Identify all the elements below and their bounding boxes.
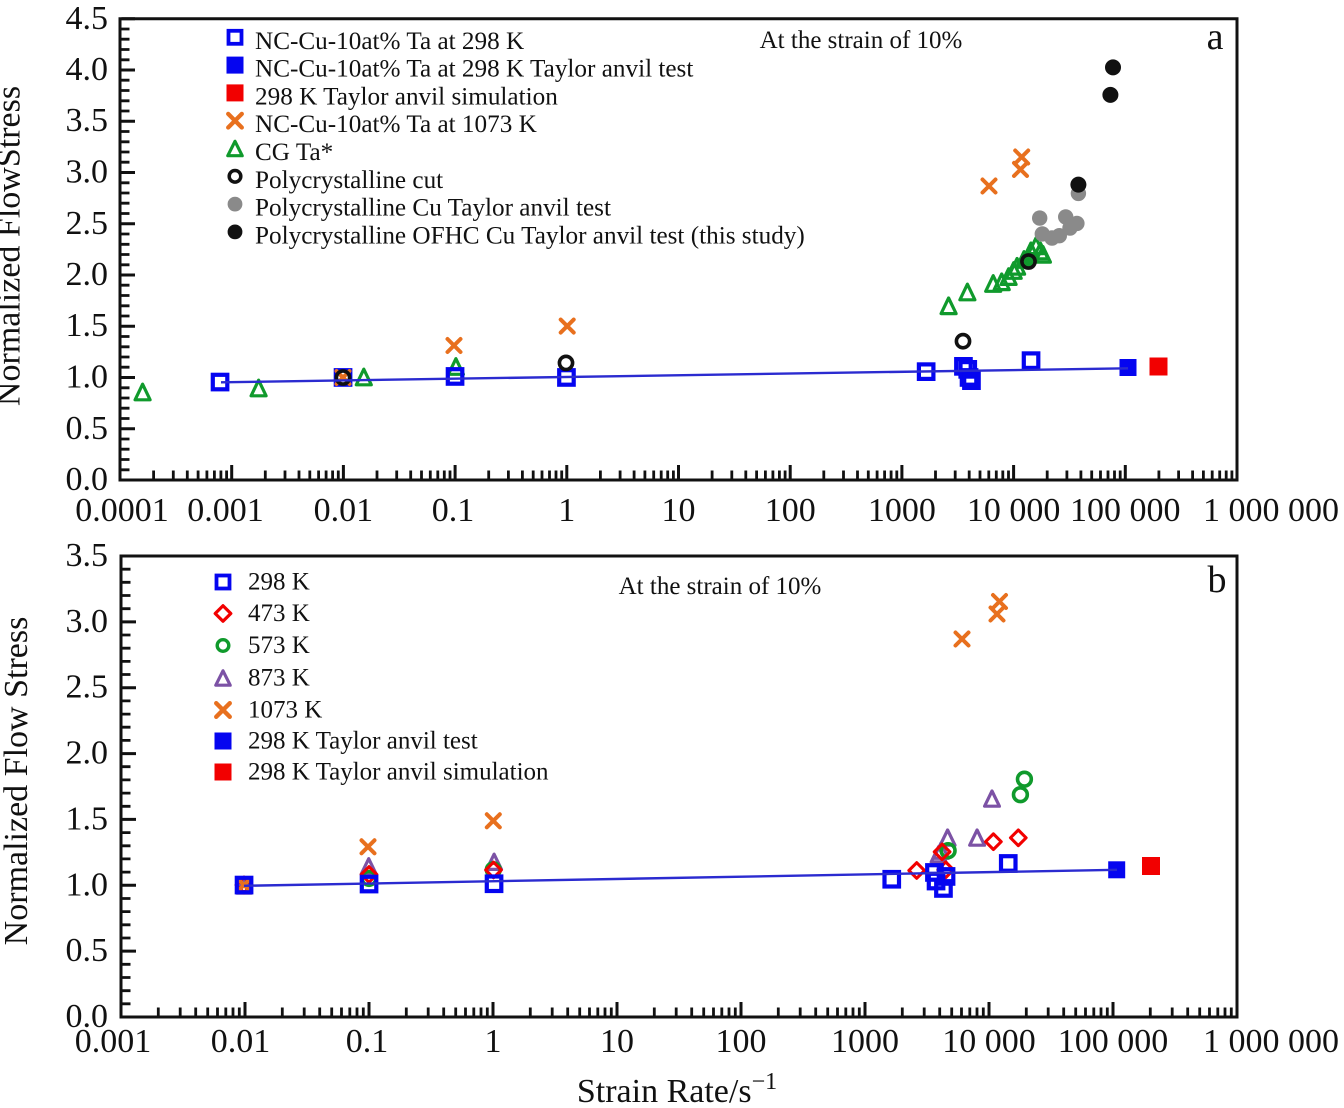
svg-text:1: 1 — [485, 1023, 502, 1060]
svg-text:CG Ta*: CG Ta* — [255, 139, 333, 166]
svg-text:298 K: 298 K — [248, 569, 310, 596]
svg-text:3.0: 3.0 — [66, 603, 109, 640]
svg-text:873 K: 873 K — [248, 665, 310, 692]
svg-text:0.1: 0.1 — [346, 1023, 389, 1060]
svg-text:10 000: 10 000 — [942, 1023, 1036, 1060]
svg-text:0.5: 0.5 — [66, 932, 109, 969]
svg-text:298 K Taylor anvil simulation: 298 K Taylor anvil simulation — [248, 759, 549, 786]
svg-text:Polycrystalline OFHC Cu Taylor: Polycrystalline OFHC Cu Taylor anvil tes… — [255, 222, 805, 249]
svg-text:1.0: 1.0 — [66, 866, 109, 903]
svg-text:0.5: 0.5 — [66, 410, 109, 447]
svg-text:At the strain of 10%: At the strain of 10% — [760, 27, 963, 54]
svg-text:1073 K: 1073 K — [248, 697, 322, 724]
svg-text:0.0: 0.0 — [66, 461, 109, 498]
svg-text:0.0001: 0.0001 — [75, 492, 169, 529]
svg-text:100: 100 — [765, 492, 816, 529]
svg-text:1.5: 1.5 — [66, 800, 109, 837]
svg-text:4.0: 4.0 — [66, 51, 109, 88]
svg-text:1000: 1000 — [868, 492, 936, 529]
svg-text:473 K: 473 K — [248, 600, 310, 627]
svg-text:0.01: 0.01 — [314, 492, 374, 529]
svg-text:1 000 000: 1 000 000 — [1203, 1023, 1339, 1060]
svg-text:0.001: 0.001 — [75, 1023, 152, 1060]
svg-text:2.0: 2.0 — [66, 735, 109, 772]
svg-text:Strain Rate/s−1: Strain Rate/s−1 — [577, 1069, 777, 1108]
svg-text:298 K Taylor anvil test: 298 K Taylor anvil test — [248, 728, 478, 755]
svg-text:2.0: 2.0 — [66, 256, 109, 293]
svg-text:0.0: 0.0 — [66, 998, 109, 1035]
svg-text:a: a — [1207, 16, 1224, 58]
svg-text:Normalized Flow Stress: Normalized Flow Stress — [0, 617, 35, 946]
svg-text:NC-Cu-10at% Ta at 298 K: NC-Cu-10at% Ta at 298 K — [255, 28, 524, 55]
svg-text:0.01: 0.01 — [211, 1023, 271, 1060]
svg-text:b: b — [1208, 559, 1227, 601]
svg-text:2.5: 2.5 — [66, 669, 109, 706]
svg-text:2.5: 2.5 — [66, 205, 109, 242]
svg-text:298 K Taylor anvil simulation: 298 K Taylor anvil simulation — [255, 83, 558, 110]
svg-text:Polycrystalline Cu Taylor anvi: Polycrystalline Cu Taylor anvil test — [255, 195, 611, 222]
svg-text:Normalized FlowStress: Normalized FlowStress — [0, 86, 28, 406]
svg-text:573 K: 573 K — [248, 632, 310, 659]
svg-text:100 000: 100 000 — [1058, 1023, 1169, 1060]
svg-text:4.5: 4.5 — [66, 0, 109, 37]
svg-text:1: 1 — [558, 492, 575, 529]
svg-text:10: 10 — [662, 492, 696, 529]
svg-text:10: 10 — [600, 1023, 634, 1060]
svg-text:100 000: 100 000 — [1070, 492, 1181, 529]
svg-text:At the strain of 10%: At the strain of 10% — [619, 573, 822, 600]
svg-text:0.1: 0.1 — [432, 492, 475, 529]
svg-text:1.5: 1.5 — [66, 307, 109, 344]
svg-text:NC-Cu-10at% Ta at 1073 K: NC-Cu-10at% Ta at 1073 K — [255, 111, 537, 138]
svg-text:3.5: 3.5 — [66, 537, 109, 574]
svg-text:100: 100 — [716, 1023, 767, 1060]
svg-text:0.001: 0.001 — [187, 492, 264, 529]
svg-text:Polycrystalline cut: Polycrystalline cut — [255, 167, 443, 194]
svg-text:1000: 1000 — [831, 1023, 899, 1060]
svg-text:10 000: 10 000 — [967, 492, 1061, 529]
svg-text:NC-Cu-10at% Ta at 298 K Taylor: NC-Cu-10at% Ta at 298 K Taylor anvil tes… — [255, 56, 693, 83]
svg-text:1.0: 1.0 — [66, 359, 109, 396]
svg-text:3.5: 3.5 — [66, 102, 109, 139]
svg-text:3.0: 3.0 — [66, 154, 109, 191]
svg-text:1 000 000: 1 000 000 — [1203, 492, 1339, 529]
